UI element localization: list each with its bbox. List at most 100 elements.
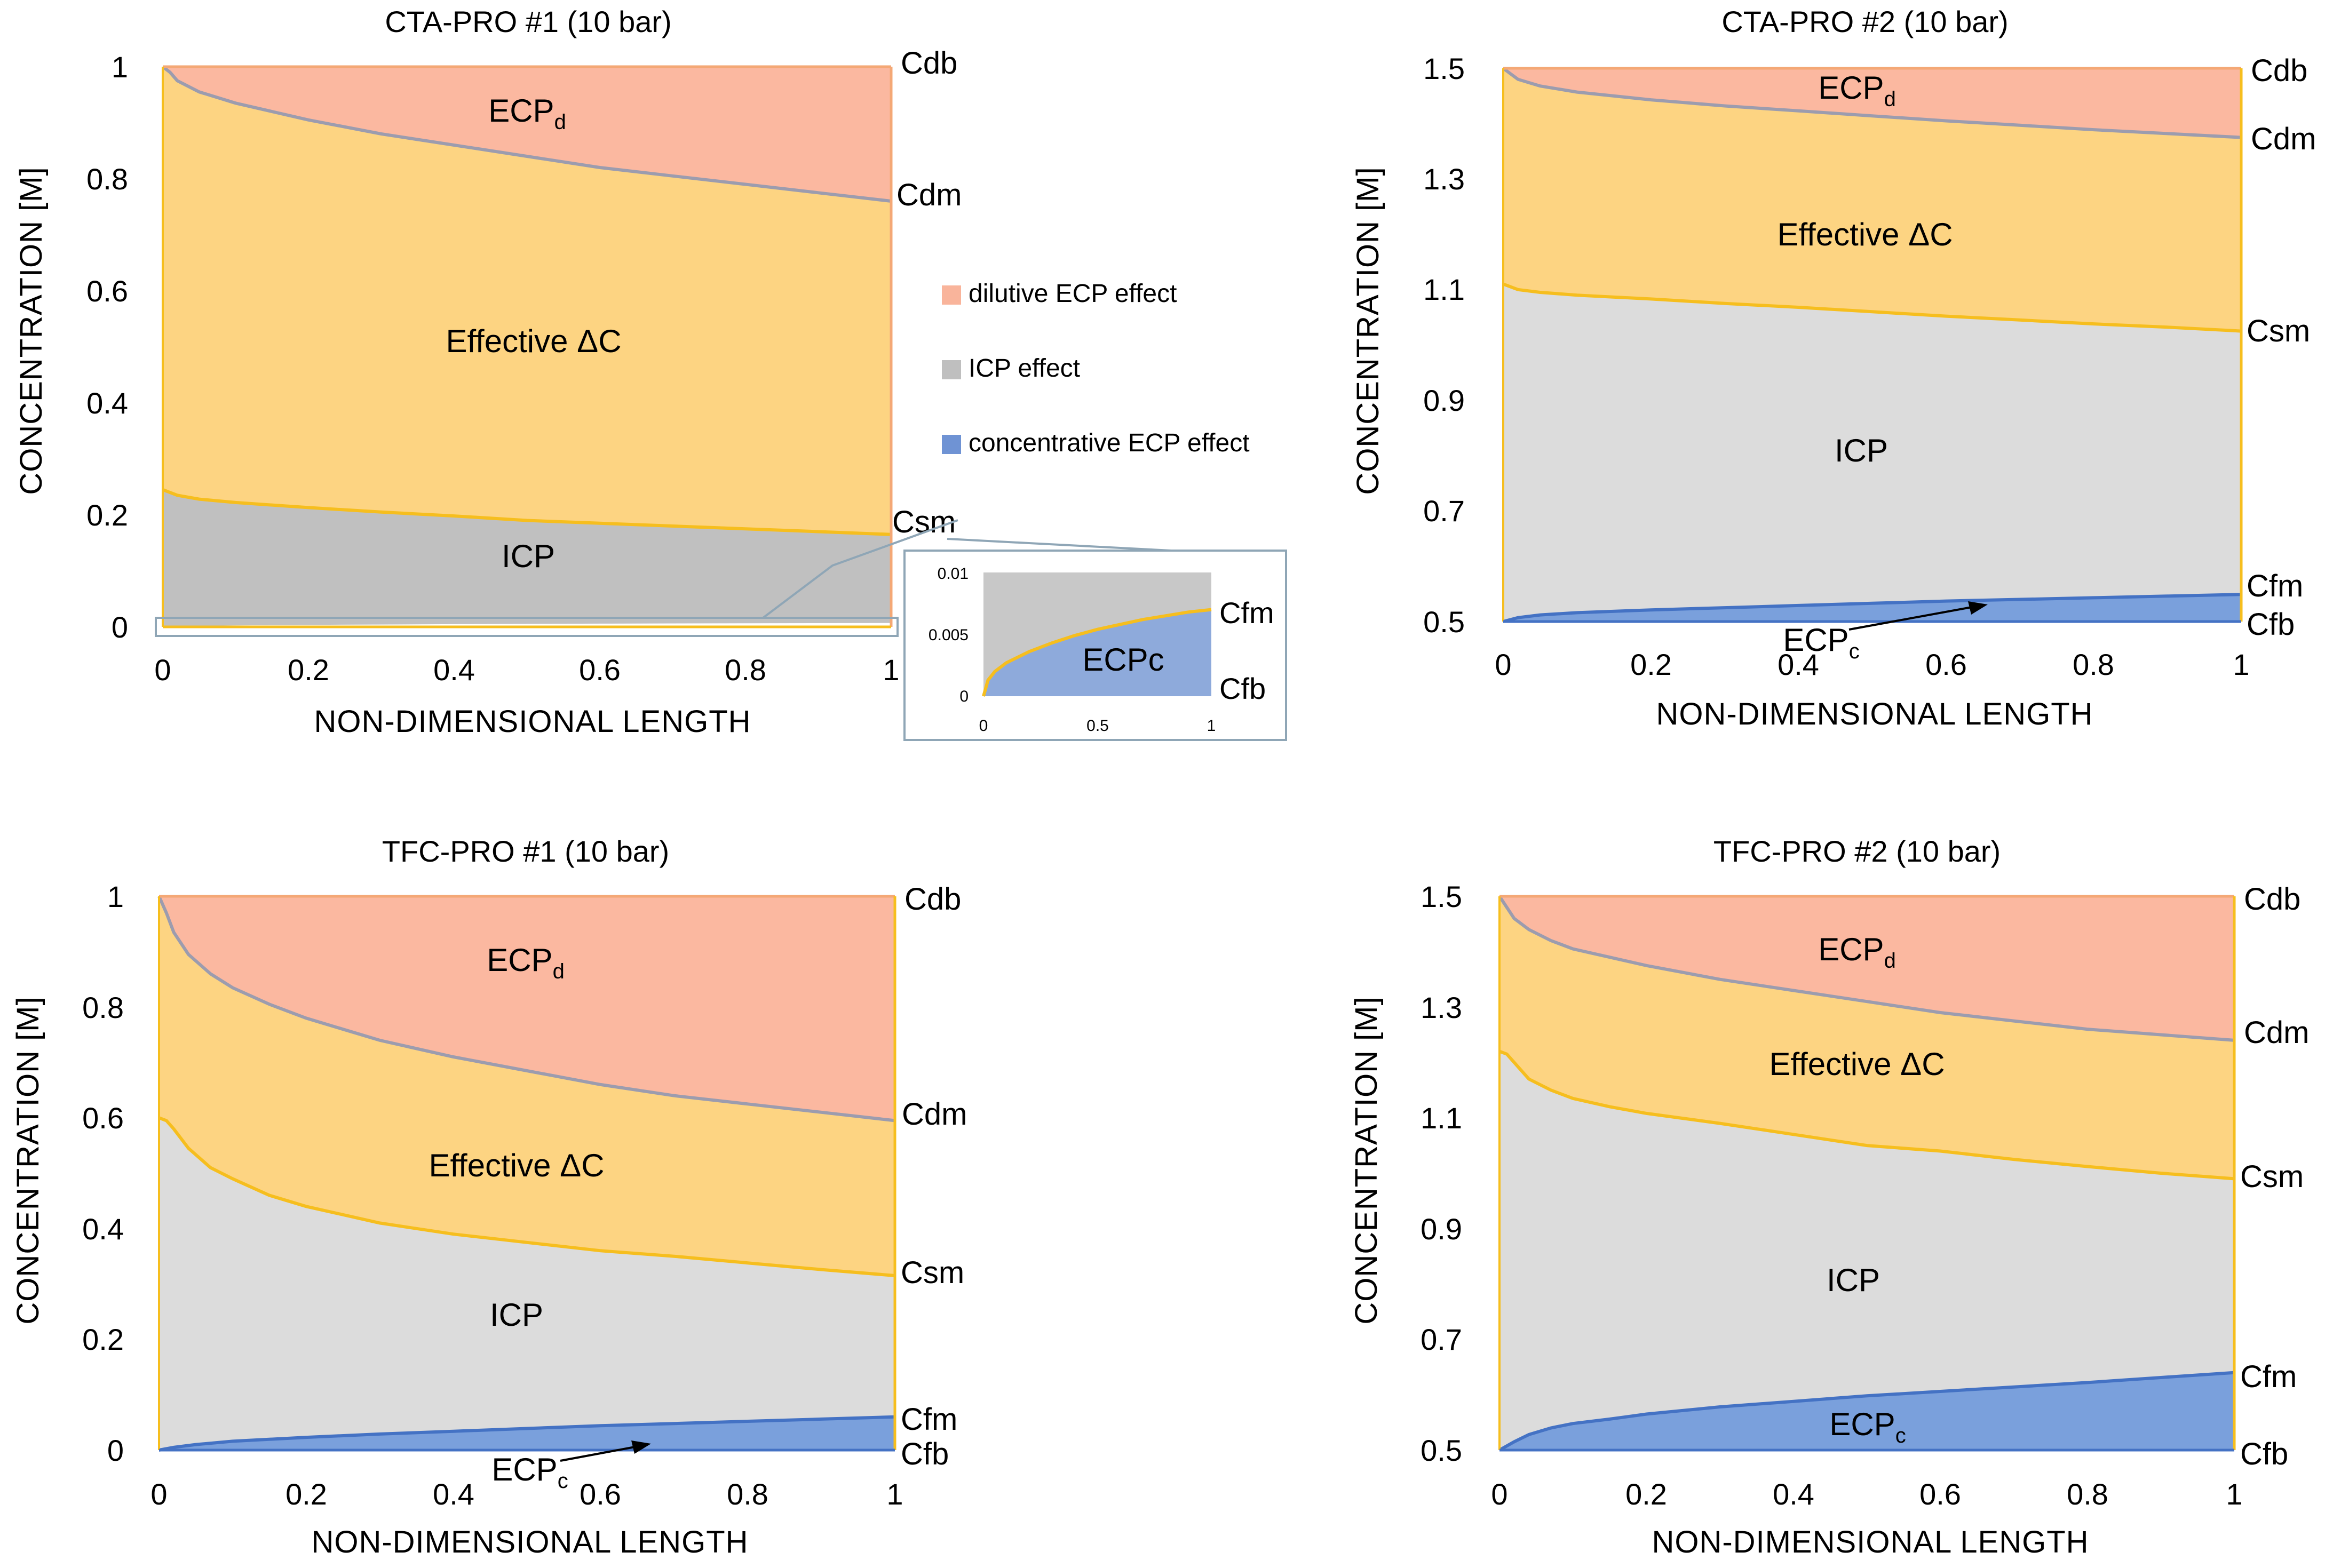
side-label-cdm: Cdm [2244, 1015, 2309, 1050]
x-tick-label: 0.2 [1625, 1477, 1667, 1511]
y-tick-label: 1.3 [1423, 162, 1465, 196]
side-label-cfm: Cfm [2247, 569, 2303, 603]
x-tick-label: 0.8 [727, 1477, 768, 1511]
x-axis-label: NON-DIMENSIONAL LENGTH [314, 704, 751, 739]
effective-region [159, 896, 895, 1276]
plot-area [155, 65, 899, 637]
y-tick-label: 0.9 [1423, 384, 1465, 417]
y-tick-label: 0.6 [82, 1101, 124, 1135]
csm-line [1502, 282, 2242, 333]
panel-tfc-pro-1: TFC-PRO #1 (10 bar) CONCENTRATION [M] NO… [11, 834, 967, 1559]
side-label-cfm: Cfm [901, 1402, 957, 1437]
x-tick-label: 0.2 [288, 653, 329, 687]
ecpd-region [1503, 68, 2241, 138]
chart-title: CTA-PRO #1 (10 bar) [385, 5, 671, 38]
y-tick-label: 0.9 [1421, 1212, 1462, 1246]
legend-label-concentrative: concentrative ECP effect [969, 429, 1250, 457]
y-tick-label: 0.2 [86, 498, 128, 532]
x-axis-label: NON-DIMENSIONAL LENGTH [311, 1525, 748, 1559]
inset-y-tick: 0.005 [929, 626, 969, 644]
panel-cta-pro-2: CTA-PRO #2 (10 bar) CONCENTRATION [M] NO… [1351, 5, 2316, 731]
region-label-effective: Effective ΔC [1769, 1046, 1945, 1082]
icp-region [1499, 1051, 2234, 1450]
x-tick-label: 1 [883, 653, 899, 687]
x-tick-label: 0.6 [1919, 1477, 1961, 1511]
side-label-cdm: Cdm [902, 1097, 967, 1132]
inset-zoom: 0.01 0.005 0 0 0.5 1 ECPc Cfm Cfb [903, 550, 1287, 741]
y-tick-label: 1.5 [1421, 880, 1462, 913]
x-tick-label: 0 [154, 653, 171, 687]
side-label-cdb: Cdb [904, 882, 961, 917]
y-tick-label: 0 [107, 1434, 124, 1467]
y-tick-label: 0.2 [82, 1323, 124, 1356]
y-tick-label: 0.8 [86, 162, 128, 196]
y-tick-label: 0.7 [1421, 1323, 1462, 1356]
side-label-cfm: Cfm [2240, 1359, 2297, 1394]
x-tick-label: 0.6 [580, 1477, 621, 1511]
y-tick-label: 0 [112, 610, 128, 644]
region-label-effective: Effective ΔC [446, 323, 621, 359]
ecpc-region [159, 1416, 895, 1450]
legend-label-icp: ICP effect [969, 354, 1080, 383]
region-label-ecpc: ECPc [1829, 1406, 1906, 1447]
side-label-cdb: Cdb [2251, 53, 2307, 88]
legend-swatch-icp [942, 360, 961, 379]
x-tick-label: 0.8 [725, 653, 766, 687]
x-tick-label: 0.4 [433, 1477, 474, 1511]
x-tick-label: 0 [1491, 1477, 1507, 1511]
side-label-csm: Csm [2240, 1159, 2304, 1194]
region-label-effective: Effective ΔC [429, 1148, 604, 1183]
panel-cta-pro-1: CTA-PRO #1 (10 bar) CONCENTRATION [M] NO… [14, 5, 1287, 741]
inset-side-label-cfm: Cfm [1219, 596, 1274, 630]
region-label-icp: ICP [1835, 433, 1888, 468]
side-label-csm: Csm [901, 1255, 964, 1290]
plot-area [1502, 67, 2243, 623]
cdm-line [1502, 67, 2242, 139]
plot-area [157, 895, 896, 1452]
x-tick-label: 1 [2226, 1477, 2242, 1511]
region-label-icp: ICP [1827, 1262, 1880, 1298]
ecpc-pointer-arrow [560, 1446, 636, 1462]
legend: dilutive ECP effect ICP effect concentra… [942, 280, 1250, 457]
ecpc-pointer-arrow [1848, 606, 1972, 631]
x-tick-label: 0 [1495, 648, 1511, 681]
cdm-line [1498, 895, 2235, 1042]
y-tick-label: 1.5 [1423, 52, 1465, 85]
side-label-csm: Csm [2247, 314, 2310, 348]
side-label-cfb: Cfb [901, 1437, 949, 1471]
cdm-line [157, 895, 895, 1123]
x-ticks: 0 0.2 0.4 0.6 0.8 1 [1491, 1477, 2242, 1511]
csm-line [1498, 1049, 2235, 1181]
cdm-line [162, 65, 892, 203]
y-tick-label: 1.1 [1421, 1101, 1462, 1135]
x-ticks: 0 0.2 0.4 0.6 0.8 1 [154, 653, 899, 687]
x-tick-label: 0.2 [1630, 648, 1672, 681]
inset-y-tick: 0.01 [938, 565, 969, 583]
side-label-cdb: Cdb [901, 46, 957, 81]
side-label-cdm: Cdm [896, 178, 962, 212]
inset-x-tick: 1 [1207, 717, 1216, 735]
side-label-cfb: Cfb [2240, 1437, 2288, 1471]
x-tick-label: 0.6 [1925, 648, 1967, 681]
region-label-ecpd: ECPd [487, 942, 565, 983]
icp-region [159, 1118, 895, 1450]
ecpc-pointer-arrowhead [631, 1440, 651, 1454]
y-tick-label: 0.6 [86, 274, 128, 308]
x-tick-label: 0.4 [1773, 1477, 1814, 1511]
cfm-line [1503, 593, 2242, 623]
csm-line [158, 1116, 895, 1277]
inset-icp-region [983, 572, 1211, 696]
side-label-cdb: Cdb [2244, 882, 2300, 917]
x-tick-label: 0.8 [2073, 648, 2114, 681]
inset-ecpc-region [983, 609, 1211, 696]
plot-area [1498, 895, 2236, 1452]
ecpc-region [1503, 594, 2241, 622]
chart-title: CTA-PRO #2 (10 bar) [1721, 5, 2008, 38]
region-label-effective: Effective ΔC [1777, 217, 1953, 252]
panel-tfc-pro-2: TFC-PRO #2 (10 bar) CONCENTRATION [M] NO… [1349, 834, 2309, 1559]
zoom-connector-line [947, 538, 1172, 552]
inset-side-label-cfb: Cfb [1219, 672, 1266, 705]
x-tick-label: 0.4 [1778, 648, 1819, 681]
ecpd-region [1499, 896, 2234, 1040]
